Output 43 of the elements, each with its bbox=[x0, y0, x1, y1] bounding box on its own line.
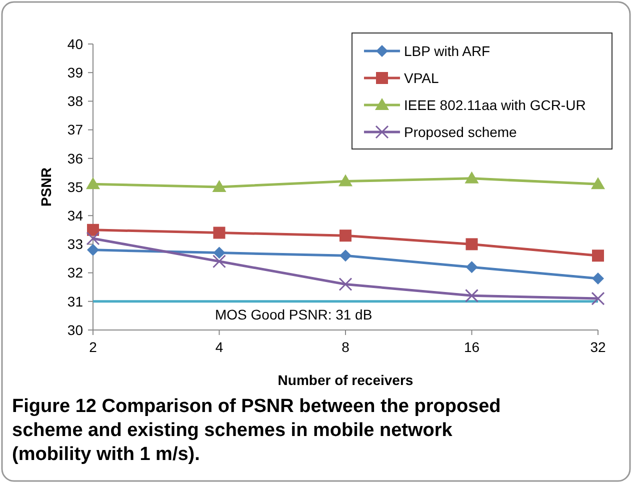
y-tick-label: 32 bbox=[67, 264, 84, 281]
point bbox=[591, 177, 605, 190]
y-tick-label: 38 bbox=[67, 93, 84, 110]
legend-label: IEEE 802.11aa with GCR-UR bbox=[404, 96, 586, 113]
point bbox=[464, 171, 479, 184]
legend-label: VPAL bbox=[404, 70, 439, 86]
point bbox=[591, 292, 605, 306]
ref-line-label: MOS Good PSNR: 31 dB bbox=[215, 306, 372, 322]
y-tick-label: 31 bbox=[67, 293, 84, 310]
y-tick-label: 36 bbox=[67, 150, 84, 166]
y-tick-label: 33 bbox=[67, 236, 84, 252]
point bbox=[338, 174, 352, 186]
point bbox=[466, 261, 478, 274]
legend-label: Proposed scheme bbox=[404, 124, 518, 140]
point bbox=[86, 177, 100, 190]
point bbox=[338, 277, 352, 291]
point bbox=[212, 180, 226, 192]
x-tick-label: 2 bbox=[89, 339, 98, 355]
y-axis-title: PSNR bbox=[38, 168, 54, 206]
y-tick-label: 39 bbox=[67, 64, 84, 80]
point bbox=[465, 288, 478, 302]
point bbox=[592, 250, 604, 262]
y-tick-label: 30 bbox=[67, 322, 84, 338]
x-axis-title: Number of receivers bbox=[278, 372, 414, 388]
y-tick-label: 40 bbox=[67, 36, 84, 52]
point bbox=[212, 254, 226, 268]
point bbox=[86, 232, 100, 246]
point bbox=[213, 246, 226, 259]
x-tick-label: 4 bbox=[215, 339, 224, 355]
x-tick-label: 32 bbox=[590, 339, 606, 355]
caption: Figure 12 Comparison of PSNR between the proposed scheme and existing schemes in mobile network (mobility with 1 m/s). bbox=[12, 396, 501, 465]
point bbox=[213, 226, 226, 239]
point bbox=[340, 230, 352, 242]
point bbox=[340, 250, 352, 262]
point bbox=[592, 272, 604, 285]
legend-label: LBP with ARF bbox=[404, 42, 490, 59]
point bbox=[87, 244, 99, 256]
y-tick-label: 35 bbox=[67, 178, 84, 195]
point bbox=[466, 238, 478, 250]
x-tick-label: 16 bbox=[464, 339, 480, 355]
y-tick-label: 34 bbox=[67, 208, 84, 224]
x-tick-label: 8 bbox=[342, 339, 350, 355]
y-tick-label: 37 bbox=[67, 122, 84, 138]
